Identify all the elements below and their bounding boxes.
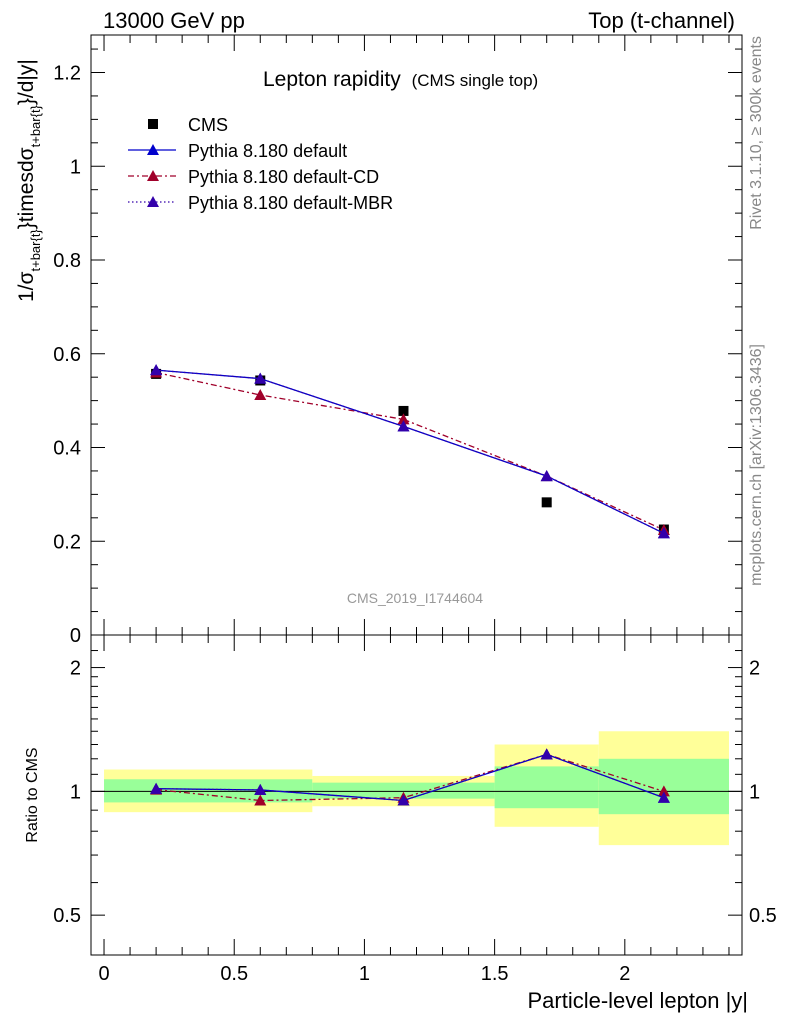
- ratio-series: [150, 748, 670, 806]
- ratio-xtick-label: 0: [98, 963, 109, 985]
- mcplots-label: mcplots.cern.ch [arXiv:1306.3436]: [748, 344, 765, 586]
- main-series: [150, 364, 670, 539]
- legend-marker: [147, 144, 159, 155]
- ratio-bands: [104, 731, 729, 846]
- main-ytick-label: 1: [70, 156, 81, 178]
- cms-point: [541, 497, 552, 508]
- ratio-y-label: Ratio to CMS: [24, 747, 41, 842]
- cms-point: [398, 405, 409, 416]
- series-point-2: [254, 389, 267, 400]
- ratio-point-2: [254, 783, 267, 795]
- series-line-3: [156, 369, 665, 534]
- ratio-line-2: [156, 753, 665, 802]
- ratio-ytick-label-right: 2: [749, 658, 760, 680]
- ratio-point-2: [540, 748, 553, 760]
- series-point-3: [540, 470, 553, 482]
- main-x-ticks: [103, 35, 730, 635]
- series-point-3: [657, 527, 670, 539]
- series-line-1: [156, 369, 665, 534]
- ratio-band-green: [494, 766, 599, 809]
- ratio-ytick-label-right: 0.5: [749, 905, 777, 927]
- ratio-xtick-label: 2: [619, 963, 630, 985]
- y-label-suffix: }/d|y|: [15, 59, 38, 105]
- y-label-middle: }timesdσ: [15, 147, 38, 229]
- ratio-y-ticks: 0.5 0.5 1 1 2 2: [53, 650, 777, 956]
- ratio-point-1: [254, 794, 267, 806]
- ratio-ytick-label-right: 1: [749, 781, 760, 803]
- ratio-xtick-label: 1: [359, 963, 370, 985]
- main-ytick-label: 0.6: [53, 344, 81, 366]
- ratio-ytick-label: 1: [70, 781, 81, 803]
- ratio-xtick-label: 1.5: [481, 963, 509, 985]
- chart-title-main: Lepton rapidity: [263, 68, 401, 91]
- ratio-xtick-label: 0.5: [220, 963, 248, 985]
- ratio-point-2: [397, 794, 410, 806]
- y-label-sub2: t+bar{t}: [28, 104, 43, 147]
- legend-label: Pythia 8.180 default-CD: [188, 167, 379, 187]
- y-label-prefix: 1/σ: [15, 271, 38, 302]
- legend-label: Pythia 8.180 default-MBR: [188, 193, 393, 213]
- series-point-3: [254, 372, 267, 384]
- x-axis-label: Particle-level lepton |y|: [527, 988, 748, 1013]
- series-point-2: [397, 413, 410, 425]
- main-ytick-label: 0.8: [53, 250, 81, 272]
- ratio-ytick-label: 0.5: [53, 905, 81, 927]
- ratio-band-green: [312, 782, 495, 799]
- header-left: 13000 GeV pp: [103, 8, 245, 33]
- y-axis-label: 1/σt+bar{t}}timesdσt+bar{t}}/d|y|: [15, 59, 43, 302]
- series-point-3: [150, 364, 163, 376]
- watermark: CMS_2019_I1744604: [347, 590, 483, 606]
- legend-label: Pythia 8.180 default: [188, 141, 347, 161]
- y-label-sub1: t+bar{t}: [28, 229, 43, 272]
- ratio-point-1: [657, 785, 670, 797]
- legend-label: CMS: [188, 115, 228, 135]
- main-panel: 0 0.2 0.4 0.6 0.8 1 1.2 Lepton rapidity (CMS s…: [15, 34, 743, 647]
- ratio-panel: 0.5 0.5 1 1 2 2 0 0.5 1 1.5 2 Ratio to CMS Partic…: [24, 634, 777, 1013]
- chart-title-sub: (CMS single top): [412, 71, 539, 90]
- rivet-label: Rivet 3.1.10, ≥ 300k events: [748, 36, 765, 230]
- ratio-point-2: [657, 791, 670, 803]
- ratio-point-2: [150, 782, 163, 794]
- main-y-ticks: 0 0.2 0.4 0.6 0.8 1 1.2: [53, 48, 742, 647]
- series-point-3: [397, 420, 410, 432]
- chart-title: Lepton rapidity (CMS single top): [263, 68, 538, 91]
- main-ytick-label: 1.2: [53, 63, 81, 85]
- ratio-ytick-label: 2: [70, 658, 81, 680]
- legend-marker: [147, 196, 159, 207]
- main-ytick-label: 0: [70, 625, 81, 647]
- header-right: Top (t-channel): [588, 8, 735, 33]
- main-ytick-label: 0.2: [53, 531, 81, 553]
- ratio-x-ticks: 0 0.5 1 1.5 2: [98, 635, 730, 985]
- legend: CMS Pythia 8.180 default Pythia 8.180 defa…: [128, 115, 393, 213]
- series-line-2: [155, 371, 665, 531]
- legend-marker: [147, 170, 159, 181]
- legend-marker: [148, 119, 158, 129]
- main-ytick-label: 0.4: [53, 438, 81, 460]
